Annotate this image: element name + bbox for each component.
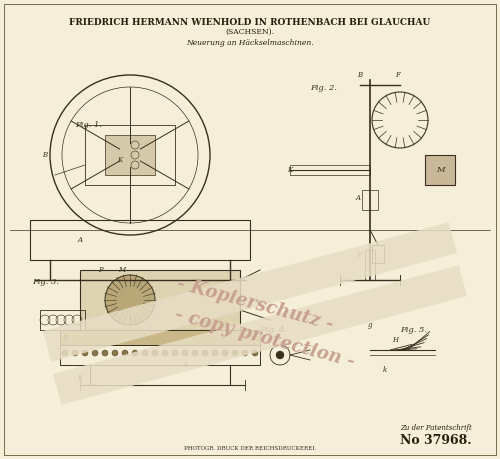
Bar (60, 345, 260, 365)
Circle shape (152, 350, 158, 356)
Bar (60, 330, 260, 345)
Circle shape (172, 350, 178, 356)
Text: B: B (358, 71, 362, 79)
Text: Fig. 3.: Fig. 3. (32, 278, 59, 286)
Text: Fig. 4.: Fig. 4. (260, 326, 287, 334)
Circle shape (212, 350, 218, 356)
Text: K: K (288, 166, 292, 174)
Circle shape (232, 350, 238, 356)
Circle shape (72, 350, 78, 356)
Circle shape (122, 350, 128, 356)
Bar (290, 165, 370, 175)
Text: K: K (78, 374, 82, 382)
Circle shape (102, 350, 108, 356)
Circle shape (252, 350, 258, 356)
Text: PHOTOGR. DRUCK DER REICHSDRUCKEREI.: PHOTOGR. DRUCK DER REICHSDRUCKEREI. (184, 446, 316, 450)
Text: M: M (118, 266, 126, 274)
Text: k: k (383, 366, 387, 374)
Bar (105, 135, 155, 175)
Text: Fig. 5.: Fig. 5. (400, 326, 427, 334)
Circle shape (142, 350, 148, 356)
Polygon shape (53, 265, 467, 405)
Bar (40, 310, 85, 330)
Text: P: P (98, 266, 102, 274)
Text: A: A (182, 361, 188, 369)
Text: M: M (436, 166, 444, 174)
Circle shape (112, 350, 118, 356)
Bar (80, 270, 240, 330)
Text: F: F (396, 71, 400, 79)
Circle shape (276, 351, 284, 359)
Text: Neuerung an Häckselmaschinen.: Neuerung an Häckselmaschinen. (186, 39, 314, 47)
Text: K: K (118, 156, 122, 164)
Text: A: A (356, 194, 360, 202)
Polygon shape (43, 222, 457, 362)
Text: - Kopierschutz -: - Kopierschutz - (175, 274, 335, 334)
Circle shape (202, 350, 208, 356)
Bar (362, 190, 378, 210)
Bar (365, 250, 375, 280)
Circle shape (162, 350, 168, 356)
Circle shape (182, 350, 188, 356)
Bar (372, 245, 384, 263)
Text: (SACHSEN).: (SACHSEN). (226, 28, 274, 36)
Circle shape (222, 350, 228, 356)
Text: B: B (62, 334, 68, 342)
Text: P: P (356, 251, 360, 259)
Text: B: B (42, 151, 48, 159)
Bar (30, 220, 250, 260)
Circle shape (242, 350, 248, 356)
Circle shape (192, 350, 198, 356)
Text: No 37968.: No 37968. (400, 433, 471, 447)
Text: H: H (392, 336, 398, 344)
Circle shape (105, 275, 155, 325)
Circle shape (82, 350, 88, 356)
Text: Fig. 2.: Fig. 2. (310, 84, 337, 92)
Bar (85, 125, 175, 185)
Circle shape (62, 350, 68, 356)
Text: Zu der Patentschrift: Zu der Patentschrift (400, 424, 472, 432)
Text: g: g (368, 321, 372, 329)
Circle shape (92, 350, 98, 356)
Text: A: A (78, 236, 82, 244)
Text: - copy protection -: - copy protection - (173, 305, 357, 371)
Text: Fig. 1.: Fig. 1. (75, 121, 102, 129)
Text: FRIEDRICH HERMANN WIENHOLD IN ROTHENBACH BEI GLAUCHAU: FRIEDRICH HERMANN WIENHOLD IN ROTHENBACH… (70, 17, 430, 27)
Circle shape (132, 350, 138, 356)
Bar (425, 155, 455, 185)
